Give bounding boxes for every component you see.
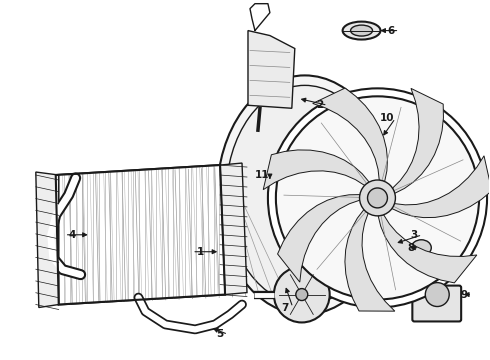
Text: 2: 2 [316, 100, 323, 110]
Text: 8: 8 [408, 243, 415, 253]
Text: 3: 3 [411, 230, 418, 240]
Circle shape [360, 180, 395, 216]
Polygon shape [263, 150, 369, 190]
Circle shape [274, 267, 330, 323]
Text: 6: 6 [388, 26, 395, 36]
Text: 10: 10 [380, 113, 395, 123]
Ellipse shape [226, 85, 384, 305]
Ellipse shape [343, 22, 380, 40]
FancyBboxPatch shape [413, 285, 461, 321]
Polygon shape [392, 88, 443, 193]
Text: 1: 1 [196, 247, 204, 257]
Circle shape [368, 188, 388, 208]
Polygon shape [56, 165, 225, 305]
Polygon shape [248, 31, 295, 108]
Ellipse shape [404, 234, 439, 262]
Text: 9: 9 [461, 289, 468, 300]
Ellipse shape [217, 75, 392, 315]
Text: 11: 11 [255, 170, 269, 180]
Ellipse shape [412, 240, 431, 256]
Text: 4: 4 [69, 230, 76, 240]
Polygon shape [313, 88, 388, 181]
Circle shape [276, 96, 479, 300]
Polygon shape [392, 156, 490, 217]
Circle shape [268, 88, 487, 307]
Polygon shape [56, 165, 225, 305]
Polygon shape [378, 215, 477, 283]
Circle shape [425, 283, 449, 306]
Polygon shape [220, 163, 247, 294]
Circle shape [296, 289, 308, 301]
Polygon shape [36, 172, 59, 307]
Polygon shape [345, 210, 395, 311]
Polygon shape [277, 195, 360, 282]
Text: 7: 7 [281, 302, 289, 312]
Ellipse shape [350, 25, 372, 36]
Text: 5: 5 [217, 329, 224, 339]
